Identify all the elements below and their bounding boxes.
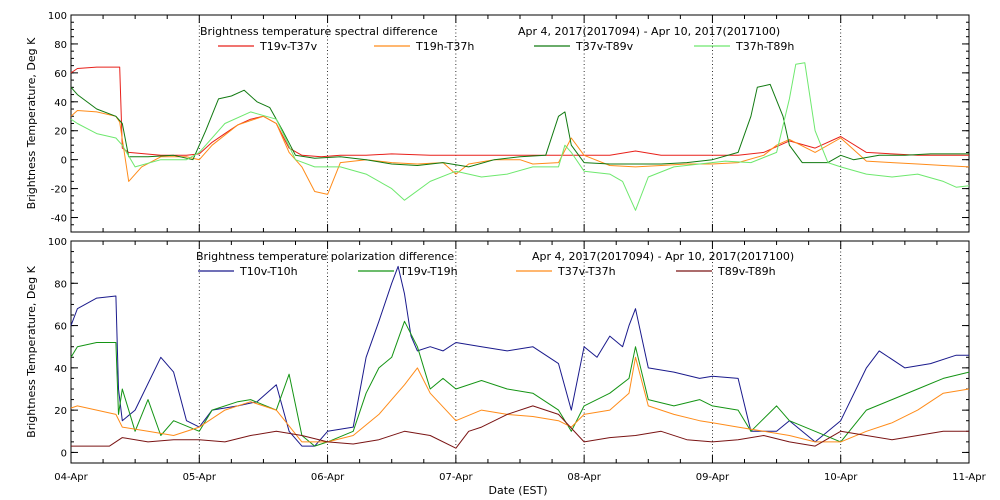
legend-label-t19v-t19h: T19v-T19h	[399, 265, 458, 278]
top-y-tick-label: -40	[51, 214, 67, 225]
legend-label-t37v-t37h: T37v-T37h	[557, 265, 616, 278]
bottom-y-tick-label: 40	[54, 364, 67, 375]
bottom-y-tick-label: 20	[54, 406, 67, 417]
legend-label-t19v-t37v: T19v-T37v	[259, 40, 318, 53]
bottom-panel-date-range: Apr 4, 2017(2017094) - Apr 10, 2017(2017…	[532, 250, 794, 263]
top-y-tick-label: 60	[54, 69, 67, 80]
x-tick-label-06-Apr: 06-Apr	[311, 472, 345, 483]
bottom-panel-title: Brightness temperature polarization diff…	[196, 250, 454, 263]
spectral-difference-panel: Brightness temperature spectral differen…	[25, 11, 970, 233]
top-y-tick-label: 20	[54, 127, 67, 138]
x-tick-label-05-Apr: 05-Apr	[183, 472, 217, 483]
legend-label-t89v-t89h: T89v-T89h	[717, 265, 776, 278]
x-tick-label-07-Apr: 07-Apr	[439, 472, 473, 483]
bottom-y-axis-label: Brightness Temperature, Deg K	[25, 265, 38, 437]
top-y-tick-label: 40	[54, 98, 67, 109]
series-line-t89v-t89h	[71, 405, 969, 449]
series-line-t19v-t37v	[70, 66, 969, 158]
legend-label-t37h-t89h: T37h-T89h	[735, 40, 794, 53]
bottom-y-tick-label: 0	[61, 448, 67, 459]
top-y-tick-label: -20	[51, 185, 67, 196]
legend-label-t10v-t10h: T10v-T10h	[239, 265, 298, 278]
top-panel-title: Brightness temperature spectral differen…	[200, 25, 438, 38]
top-y-tick-label: 80	[54, 40, 67, 51]
series-line-t19v-t19h	[70, 320, 970, 447]
series-line-t10v-t10h	[70, 265, 969, 447]
x-tick-label-08-Apr: 08-Apr	[567, 472, 601, 483]
series-line-t37v-t37h	[70, 356, 970, 443]
bottom-plot-frame	[70, 240, 970, 464]
top-plot-frame	[70, 14, 970, 233]
top-y-tick-label: 0	[61, 156, 67, 167]
x-tick-label-11-Apr: 11-Apr	[952, 472, 986, 483]
series-line-t37v-t89v	[70, 83, 969, 168]
bottom-y-tick-label: 100	[48, 237, 67, 248]
top-panel-date-range: Apr 4, 2017(2017094) - Apr 10, 2017(2017…	[518, 25, 780, 38]
legend-label-t37v-t89v: T37v-T89v	[575, 40, 634, 53]
bottom-y-tick-label: 80	[54, 279, 67, 290]
x-tick-label-04-Apr: 04-Apr	[54, 472, 88, 483]
x-axis-label: Date (EST)	[488, 484, 547, 497]
bottom-y-tick-label: 60	[54, 322, 67, 333]
series-line-t37h-t89h	[70, 62, 970, 211]
top-y-axis-label: Brightness Temperature, Deg K	[25, 37, 38, 209]
polarization-difference-panel: Brightness temperature polarization diff…	[25, 237, 987, 483]
legend-label-t19h-t37h: T19h-T37h	[415, 40, 474, 53]
series-line-t19h-t37h	[70, 110, 970, 195]
x-tick-label-09-Apr: 09-Apr	[696, 472, 730, 483]
x-tick-label-10-Apr: 10-Apr	[824, 472, 858, 483]
top-y-tick-label: 100	[48, 11, 67, 22]
